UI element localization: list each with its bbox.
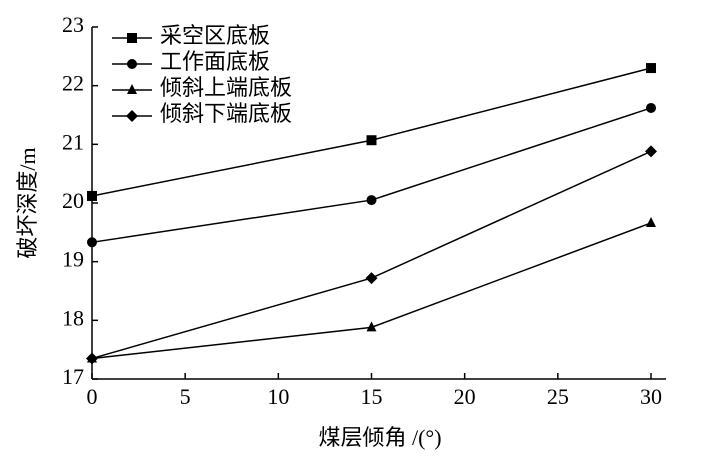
- x-tick-label: 20: [454, 384, 476, 409]
- series-line: [91, 107, 652, 244]
- marker: [126, 110, 138, 122]
- x-tick-label: 30: [640, 384, 662, 409]
- x-tick-label: 0: [87, 384, 98, 409]
- y-tick-label: 20: [62, 188, 84, 213]
- marker: [366, 195, 377, 206]
- marker: [646, 216, 656, 227]
- x-tick-label: 25: [547, 384, 569, 409]
- y-axis-label: 破坏深度/m: [15, 147, 40, 258]
- x-tick-label: 10: [267, 384, 289, 409]
- marker: [646, 102, 656, 113]
- x-axis-label: 煤层倾角 /(°): [318, 425, 441, 450]
- marker: [127, 84, 137, 94]
- marker: [87, 190, 97, 201]
- marker: [365, 272, 378, 285]
- marker: [86, 352, 98, 365]
- x-tick-label: 15: [361, 384, 383, 409]
- y-tick-label: 22: [62, 71, 84, 96]
- legend-label: 倾斜下端底板: [160, 101, 292, 126]
- legend-label: 工作面底板: [160, 49, 270, 74]
- legend-label: 倾斜上端底板: [160, 75, 292, 100]
- marker: [127, 59, 137, 69]
- marker: [366, 135, 377, 146]
- marker: [366, 321, 377, 332]
- marker: [87, 237, 97, 248]
- marker: [645, 145, 657, 158]
- y-tick-label: 17: [62, 364, 84, 389]
- series-line: [91, 222, 652, 360]
- x-tick-label: 5: [180, 384, 191, 409]
- legend-label: 采空区底板: [160, 23, 270, 48]
- y-tick-label: 19: [62, 247, 84, 272]
- y-tick-label: 18: [62, 305, 84, 330]
- marker: [646, 63, 656, 74]
- marker: [127, 33, 137, 43]
- y-tick-label: 21: [62, 129, 84, 154]
- y-tick-label: 23: [62, 12, 84, 37]
